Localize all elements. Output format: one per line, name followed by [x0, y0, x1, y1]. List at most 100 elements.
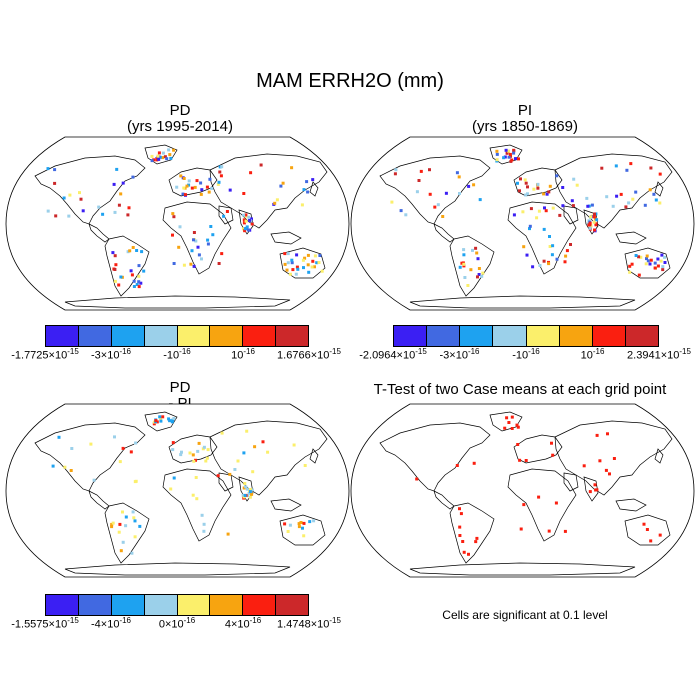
grid-cell	[217, 180, 221, 184]
grid-cell	[137, 274, 141, 278]
grid-cell	[191, 493, 195, 497]
colorbar-box	[46, 595, 79, 615]
grid-cell	[177, 245, 181, 249]
grid-cell	[53, 181, 57, 185]
grid-cell	[631, 197, 635, 201]
colorbar-box	[394, 326, 428, 346]
grid-cell	[543, 206, 546, 210]
grid-cell	[204, 459, 208, 463]
grid-cell	[302, 534, 306, 538]
grid-cell	[250, 217, 253, 221]
grid-cell	[571, 204, 575, 208]
grid-cell	[217, 262, 221, 265]
grid-cell	[175, 185, 179, 189]
grid-cell	[516, 425, 520, 429]
grid-cell	[53, 168, 57, 172]
grid-cell	[69, 469, 73, 472]
grid-cell	[152, 158, 156, 162]
grid-cell	[625, 168, 629, 172]
grid-cell	[248, 488, 252, 491]
diff-colorbar	[45, 594, 309, 616]
grid-cell	[645, 528, 649, 531]
grid-cell	[643, 203, 647, 207]
grid-cell	[661, 268, 665, 272]
grid-cell	[639, 255, 643, 259]
grid-cell	[592, 220, 596, 224]
grid-cell	[159, 419, 163, 423]
colorbar-box	[243, 595, 277, 615]
grid-cell	[292, 443, 296, 447]
coastline	[654, 448, 664, 464]
grid-cell	[526, 185, 529, 189]
grid-cell	[70, 447, 74, 450]
grid-cell	[192, 459, 196, 463]
grid-cell	[139, 281, 143, 285]
grid-cell	[137, 264, 141, 268]
grid-cell	[462, 262, 466, 266]
grid-cell	[118, 460, 122, 464]
coastline	[654, 181, 664, 197]
colorbar-box	[210, 595, 244, 615]
grid-cell	[503, 426, 507, 430]
grid-cell	[113, 268, 117, 271]
grid-cell	[182, 263, 186, 267]
grid-cell	[462, 248, 466, 252]
grid-cell	[247, 492, 251, 495]
grid-cell	[206, 242, 210, 246]
map-frame	[350, 403, 695, 578]
grid-cell	[228, 472, 232, 476]
ttest-note: Cells are significant at 0.1 level	[442, 608, 608, 622]
grid-cell	[250, 488, 254, 492]
grid-cell	[550, 441, 553, 445]
grid-cell	[131, 175, 135, 179]
colorbar-label-base: ×10	[164, 618, 184, 631]
grid-cell	[191, 453, 195, 457]
colorbar-box	[243, 326, 277, 346]
grid-cell	[415, 477, 419, 481]
grid-cell	[305, 180, 309, 184]
grid-cell	[155, 158, 159, 162]
grid-cell	[460, 261, 464, 265]
grid-cell	[545, 192, 549, 196]
grid-cell	[529, 207, 533, 211]
colorbar-label: 0×10-16	[159, 616, 195, 631]
grid-cell	[658, 201, 662, 205]
coastline	[270, 231, 302, 245]
colorbar-label-mantissa: -3	[90, 349, 101, 362]
coastline	[218, 205, 234, 225]
grid-cell	[512, 149, 516, 153]
colorbar-label-base: -10	[163, 349, 180, 362]
grid-cell	[137, 280, 141, 284]
grid-cell	[306, 253, 310, 257]
grid-cell	[661, 265, 665, 269]
colorbar-label: 2.3941×10-15	[627, 347, 691, 362]
grid-cell	[219, 174, 223, 178]
grid-cell	[134, 441, 138, 445]
grid-cell	[286, 261, 290, 265]
grid-cell	[242, 218, 246, 222]
grid-cell	[569, 243, 572, 246]
grid-cell	[242, 192, 246, 195]
grid-cell	[111, 251, 115, 255]
grid-cell	[615, 194, 619, 198]
grid-cell	[390, 200, 394, 204]
coastline	[104, 502, 150, 564]
grid-cell	[604, 468, 608, 472]
map-frame	[350, 136, 695, 311]
grid-cell	[594, 488, 598, 492]
colorbar-label-base: -10	[512, 349, 529, 362]
grid-cell	[311, 259, 315, 263]
grid-cell	[558, 213, 562, 217]
diff-map	[5, 403, 350, 578]
grid-cell	[458, 525, 462, 529]
grid-cell	[507, 149, 510, 153]
grid-cell	[428, 192, 432, 196]
grid-cell	[517, 157, 520, 161]
grid-cell	[182, 177, 186, 180]
grid-cell	[536, 186, 540, 190]
grid-cell	[119, 192, 123, 196]
colorbar-label-mantissa: 1.4748	[277, 618, 311, 631]
colorbar-label-mantissa: 2.3941	[627, 349, 661, 362]
grid-cell	[318, 254, 322, 257]
grid-cell	[247, 228, 250, 232]
